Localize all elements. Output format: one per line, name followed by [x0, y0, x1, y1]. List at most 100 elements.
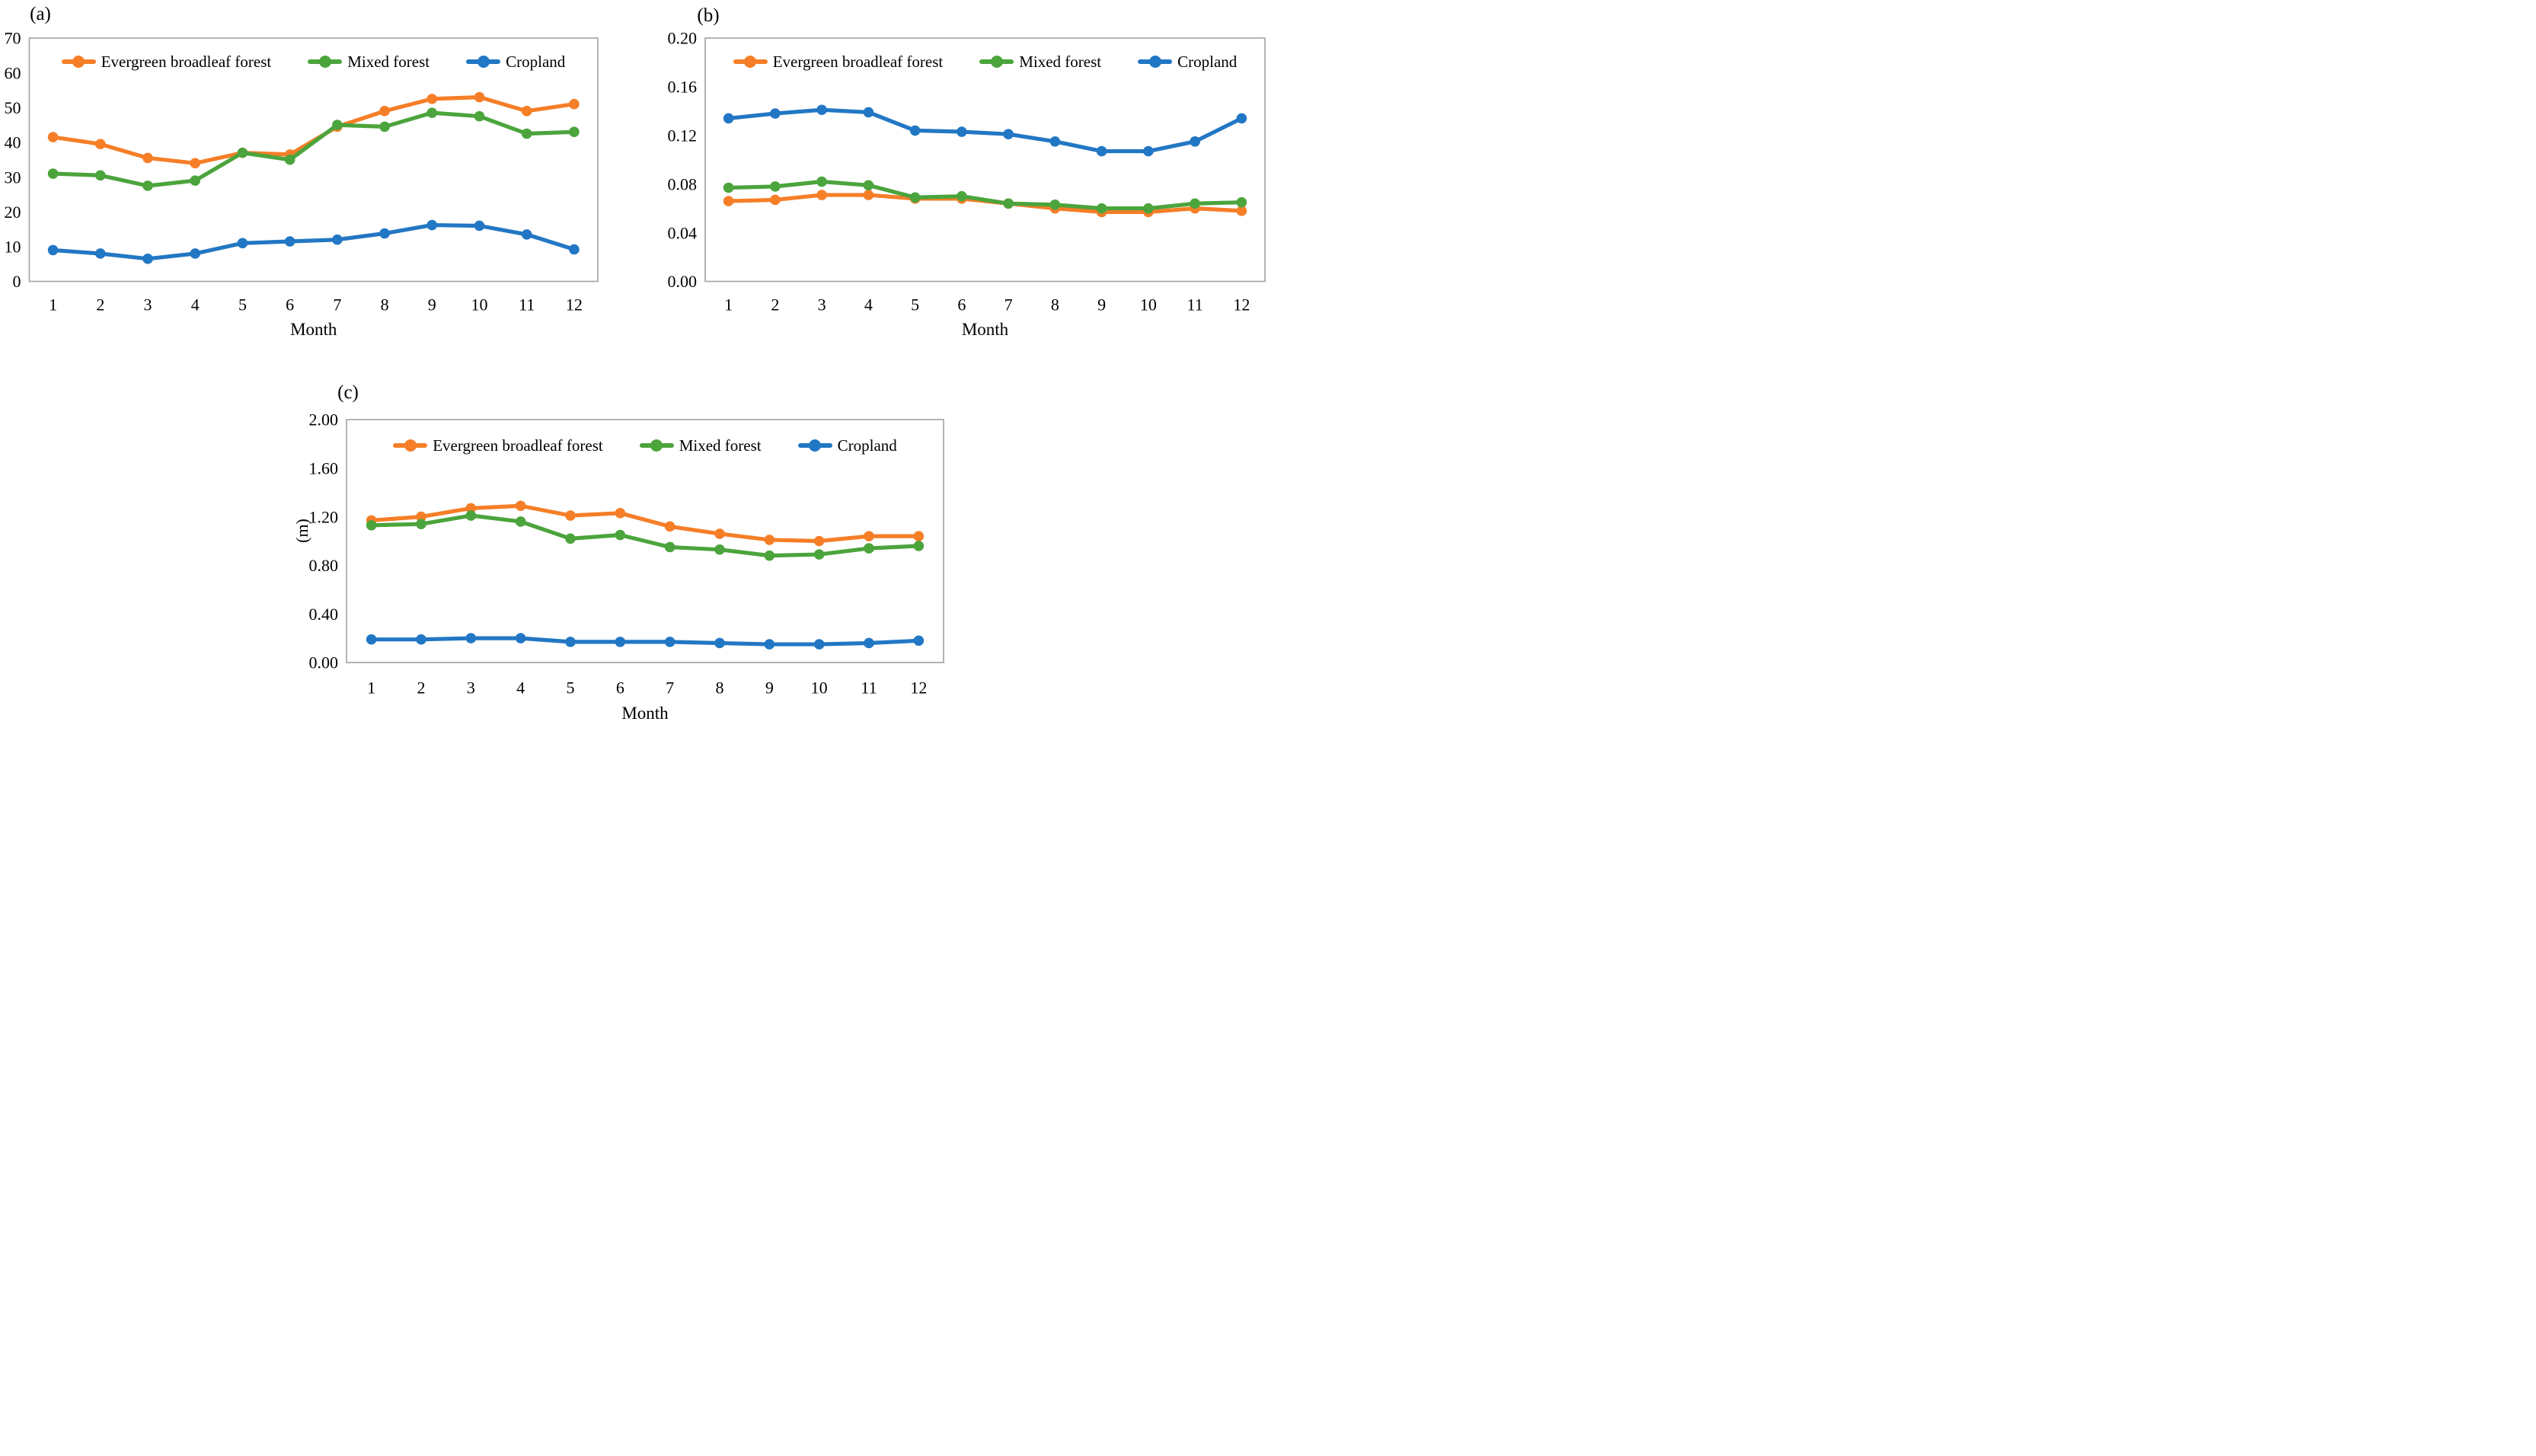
legend-label: Evergreen broadleaf forest	[433, 436, 603, 455]
data-point	[813, 639, 825, 650]
legend-label: Cropland	[1177, 52, 1238, 71]
legend-item: Cropland	[466, 53, 565, 70]
series-line	[369, 503, 921, 544]
data-point	[565, 637, 576, 647]
y-tick-label: 0.00	[668, 272, 698, 291]
panel-c-ylabel: (m)	[292, 519, 311, 543]
data-point	[1003, 198, 1014, 209]
data-point	[190, 175, 201, 186]
y-tick-label: 50	[5, 98, 21, 117]
data-point	[379, 228, 390, 239]
legend-label: Mixed forest	[347, 52, 430, 71]
y-tick-label: 0.00	[309, 653, 339, 672]
data-point	[332, 234, 343, 245]
figure: 0 10 20 30 40 50 60 70 1 2 3 4 5 6 7 8 9 10 11 12 Month 0.00 0…	[0, 0, 1268, 728]
y-tick-label: 1.60	[309, 459, 339, 478]
data-point	[1143, 145, 1154, 157]
y-tick-label: 30	[5, 168, 21, 187]
x-tick-label: 11	[1187, 295, 1203, 315]
data-point	[190, 158, 201, 169]
x-tick-label: 9	[428, 295, 436, 315]
data-point	[426, 219, 438, 231]
y-tick-label: 20	[5, 203, 21, 222]
legend-item: Mixed forest	[308, 52, 430, 71]
data-point	[515, 633, 526, 643]
data-point	[863, 107, 874, 118]
x-tick-label: 7	[666, 679, 674, 698]
data-point	[474, 220, 485, 231]
data-point	[190, 248, 201, 259]
x-tick-label: 2	[96, 295, 104, 315]
data-point	[863, 190, 874, 200]
data-point	[95, 170, 106, 181]
series-line	[369, 636, 921, 647]
panel-a-label: (a)	[30, 4, 51, 24]
data-point	[714, 528, 725, 539]
legend-label: Cropland	[837, 436, 897, 455]
x-tick-label: 3	[467, 679, 475, 698]
data-point	[863, 180, 874, 191]
panel-c-legend: Evergreen broadleaf forest Mixed forest Cr…	[347, 434, 944, 457]
y-tick-label: 0	[13, 272, 21, 291]
x-tick-label: 7	[1004, 295, 1013, 315]
x-tick-label: 8	[716, 679, 724, 698]
data-point	[465, 503, 477, 514]
legend-label: Evergreen broadleaf forest	[772, 52, 944, 71]
data-point	[569, 98, 580, 110]
y-tick-label: 40	[5, 133, 21, 152]
data-point	[1096, 145, 1107, 157]
data-point	[284, 154, 295, 165]
legend-item: Mixed forest	[979, 52, 1102, 71]
x-tick-label: 1	[367, 679, 375, 698]
data-point	[142, 152, 153, 164]
data-point	[816, 176, 827, 187]
data-point	[909, 192, 921, 203]
data-point	[47, 244, 59, 256]
data-point	[1236, 206, 1247, 216]
series-line	[51, 94, 577, 165]
x-tick-label: 10	[471, 295, 487, 315]
data-point	[864, 531, 874, 541]
y-tick-label: 2.00	[309, 410, 339, 429]
legend-marker-icon	[308, 56, 343, 68]
data-point	[957, 190, 967, 202]
plot-border	[346, 419, 944, 663]
data-point	[565, 510, 576, 521]
data-point	[1049, 136, 1061, 147]
y-tick-label: 0.16	[668, 78, 698, 97]
data-point	[913, 531, 925, 541]
x-tick-label: 5	[238, 295, 247, 315]
x-tick-label: 2	[771, 295, 779, 315]
data-point	[47, 168, 59, 179]
legend-label: Mixed forest	[1019, 52, 1102, 71]
x-tick-label: 4	[191, 295, 200, 315]
legend-marker-icon	[1138, 56, 1173, 68]
y-tick-label: 0.04	[668, 223, 698, 242]
data-point	[237, 147, 248, 158]
legend-item: Cropland	[797, 436, 897, 455]
data-point	[864, 543, 874, 554]
data-point	[515, 516, 526, 527]
plot-border	[28, 37, 599, 283]
legend-item: Evergreen broadleaf forest	[61, 53, 271, 70]
x-tick-label: 4	[864, 295, 873, 315]
x-axis-title: Month	[290, 320, 337, 339]
series-line	[727, 107, 1244, 154]
x-axis-title: Month	[621, 704, 669, 723]
data-point	[515, 500, 526, 512]
x-tick-label: 9	[765, 679, 774, 698]
data-point	[416, 511, 426, 522]
x-tick-label: 5	[567, 679, 575, 698]
data-point	[664, 637, 676, 647]
data-point	[664, 541, 676, 553]
series-line	[51, 110, 577, 188]
data-point	[913, 635, 925, 647]
data-point	[416, 519, 426, 529]
data-point	[864, 637, 874, 649]
data-point	[465, 510, 477, 521]
x-tick-label: 1	[724, 295, 733, 315]
data-point	[770, 108, 781, 119]
y-tick-label: 0.80	[309, 556, 339, 575]
data-point	[1236, 196, 1247, 208]
x-tick-label: 3	[818, 295, 826, 315]
